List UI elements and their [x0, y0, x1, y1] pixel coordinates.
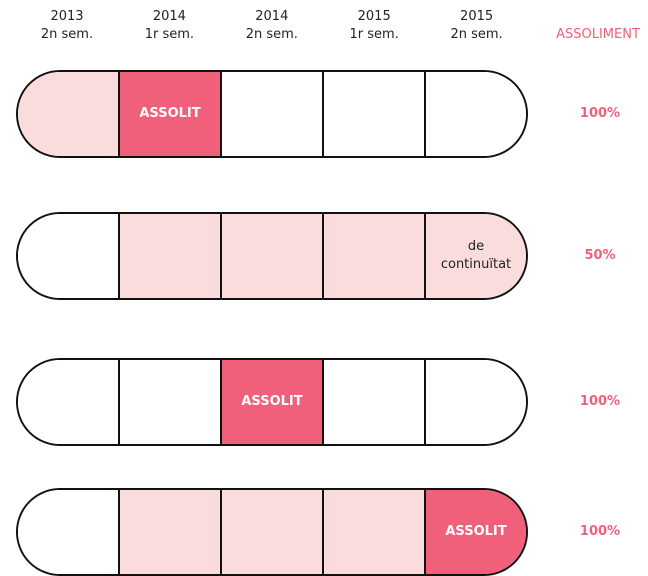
column-header: 2014 1r sem.	[118, 8, 220, 44]
timeline-cell	[324, 360, 426, 444]
result-title: ASSOLIMENT	[556, 27, 640, 42]
column-semester: 2n sem.	[450, 27, 503, 42]
timeline-row: ASSOLIT	[16, 358, 528, 446]
timeline-cell	[120, 214, 222, 298]
timeline-cell	[18, 214, 120, 298]
timeline-cell: ASSOLIT	[222, 360, 324, 444]
timeline-cell	[18, 72, 120, 156]
column-year: 2014	[152, 9, 186, 24]
column-semester: 1r sem.	[349, 27, 399, 42]
row-result: 50%	[584, 248, 616, 263]
column-header: 2014 2n sem.	[221, 8, 323, 44]
column-year: 2015	[460, 9, 494, 24]
timeline-cell	[324, 72, 426, 156]
cell-label: ASSOLIT	[241, 394, 303, 409]
timeline-cell: ASSOLIT	[426, 490, 526, 574]
timeline-cell: ASSOLIT	[120, 72, 222, 156]
column-header: 2015 1r sem.	[323, 8, 425, 44]
timeline-row: de continuïtat	[16, 212, 528, 300]
column-year: 2014	[255, 9, 289, 24]
timeline-cell	[324, 214, 426, 298]
timeline-cell	[120, 490, 222, 574]
column-header: 2013 2n sem.	[16, 8, 118, 44]
timeline-cell	[120, 360, 222, 444]
timeline-cell	[426, 72, 526, 156]
timeline-cell: de continuïtat	[426, 214, 526, 298]
timeline-cell	[324, 490, 426, 574]
timeline-cell	[222, 490, 324, 574]
timeline-cell	[222, 72, 324, 156]
column-year: 2015	[357, 9, 391, 24]
row-result: 100%	[579, 524, 621, 539]
timeline-cell	[18, 360, 120, 444]
cell-label: de continuïtat	[440, 239, 512, 272]
column-semester: 1r sem.	[144, 27, 195, 42]
timeline-row: ASSOLIT	[16, 70, 528, 158]
cell-label: ASSOLIT	[445, 524, 507, 539]
timeline-cell	[222, 214, 324, 298]
row-result: 100%	[579, 106, 621, 121]
timeline-cell	[426, 360, 526, 444]
cell-label: ASSOLIT	[139, 106, 201, 121]
column-header: 2015 2n sem.	[426, 8, 528, 44]
column-year: 2013	[50, 9, 84, 24]
column-semester: 2n sem.	[40, 27, 94, 42]
column-semester: 2n sem.	[245, 27, 298, 42]
timeline-cell	[18, 490, 120, 574]
row-result: 100%	[579, 394, 621, 409]
timeline-row: ASSOLIT	[16, 488, 528, 576]
